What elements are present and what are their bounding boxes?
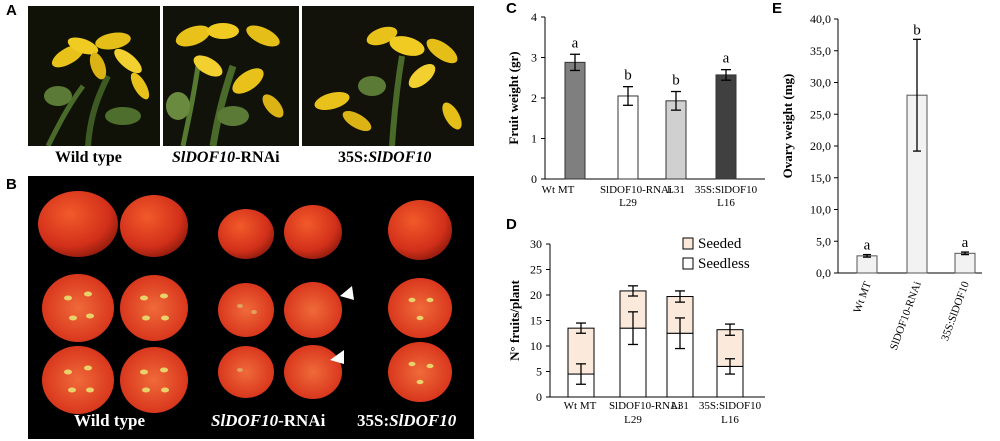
seeds	[237, 304, 257, 372]
whole-tomato	[218, 209, 274, 259]
caption-b-rnai: SlDOF10-RNAi	[211, 411, 326, 430]
y-tick-label: 35,0	[810, 44, 831, 58]
whole-tomato	[388, 200, 452, 260]
x-tick-label: L31	[671, 400, 689, 412]
y-tick-label: 30,0	[810, 76, 831, 90]
legend-label-seedless: Seedless	[698, 256, 750, 272]
y-tick-label: 1	[531, 132, 537, 146]
bar	[617, 95, 639, 180]
y-tick-label: 2	[531, 91, 537, 105]
x-tick-label: 35S:SlDOF10	[939, 279, 972, 342]
chart-fruit-weight: 0 1 2 3 4 Fruit weight (gr) a b b a Wt MT SlDOF10-R…	[506, 10, 765, 209]
panel-letter-e: E	[772, 0, 783, 17]
caption-b-wild-type: Wild type	[74, 411, 146, 430]
whole-tomato	[284, 205, 342, 259]
y-tick-label: 10	[530, 339, 542, 353]
y-tick-label: 3	[531, 51, 537, 65]
arrowhead-marker	[330, 350, 344, 364]
y-tick-label: 30	[530, 237, 542, 251]
x-tick-label: SlDOF10-RNAi	[888, 280, 924, 352]
whole-tomato	[38, 191, 118, 257]
panel-letter-c: C	[506, 0, 517, 17]
bar	[564, 61, 586, 180]
y-tick-label: 5,0	[816, 234, 831, 248]
cut-tomato	[42, 346, 114, 414]
caption-a-overexpression: 35S:SlDOF10	[338, 149, 432, 166]
x-tick-label: L31	[667, 184, 685, 196]
bar	[665, 100, 687, 180]
legend-swatch-seedless	[682, 257, 694, 270]
cut-tomato	[120, 347, 188, 413]
cut-tomato	[42, 274, 114, 342]
significance-letter: b	[913, 22, 921, 38]
seeds	[64, 291, 434, 393]
y-tick-label: 25,0	[810, 107, 831, 121]
x-tick-label: Wt MT	[542, 184, 575, 196]
significance-letter: a	[572, 35, 579, 51]
significance-letter: a	[723, 51, 730, 67]
panel-letter-a: A	[6, 2, 17, 19]
fruit-illustration	[28, 176, 474, 439]
flower-illustration	[163, 6, 299, 146]
cut-tomato	[120, 275, 188, 341]
significance-letter: b	[624, 68, 632, 84]
y-axis-title: N° fruits/plant	[507, 279, 522, 360]
y-tick-label: 0,0	[816, 266, 831, 280]
x-tick-label: SlDOF10-RNAi	[600, 184, 672, 196]
x-tick-label: SlDOF10-RNAi	[609, 400, 681, 412]
bar	[715, 74, 737, 180]
x-tick-label: L16	[717, 197, 735, 209]
photo-fruits	[28, 176, 474, 439]
photo-flowers-rnai	[163, 6, 299, 146]
y-tick-label: 0	[536, 390, 542, 404]
cut-tomato	[284, 282, 342, 338]
x-tick-label: L29	[619, 197, 637, 209]
x-tick-label: L16	[721, 414, 739, 426]
y-tick-label: 40,0	[810, 12, 831, 26]
chart-fruits-per-plant: 0 5 10 15 20 25 30 N° fruits/plant Seeded Seedles…	[507, 236, 765, 426]
y-axis-title: Fruit weight (gr)	[506, 51, 521, 144]
cut-tomato	[218, 283, 274, 337]
panel-letter-b: B	[6, 176, 17, 193]
y-tick-label: 25	[530, 263, 542, 277]
caption-a-wild-type: Wild type	[55, 149, 122, 166]
cut-tomato	[218, 346, 274, 398]
y-tick-label: 5	[536, 365, 542, 379]
x-tick-label: 35S:SlDOF10	[699, 400, 762, 412]
x-tick-label: 35S:SlDOF10	[695, 184, 758, 196]
caption-b-overexpression: 35S:SlDOF10	[357, 411, 457, 430]
chart-ovary-weight: 0,0 5,0 10,0 15,0 20,0 25,0 30,0 35,0 40,0 Ovary …	[780, 12, 982, 352]
significance-letter: a	[962, 235, 969, 251]
bar	[856, 255, 878, 274]
bar	[954, 252, 976, 274]
legend-swatch-seeded	[682, 237, 694, 250]
cut-tomato	[284, 345, 342, 399]
x-tick-label: Wt MT	[564, 400, 597, 412]
x-tick-label: L29	[624, 414, 642, 426]
arrowhead-marker	[340, 286, 354, 300]
y-tick-label: 0	[531, 172, 537, 186]
flower-illustration	[302, 6, 474, 146]
y-tick-label: 15	[530, 314, 542, 328]
x-tick-label: Wt MT	[851, 280, 874, 315]
photo-flowers-wild-type	[28, 6, 160, 146]
y-tick-label: 10,0	[810, 203, 831, 217]
flower-illustration	[28, 6, 160, 146]
whole-tomato	[120, 195, 188, 257]
cut-tomato	[388, 278, 452, 338]
significance-letter: b	[672, 73, 680, 89]
significance-letter: a	[864, 238, 871, 254]
photo-flowers-overexpression	[302, 6, 474, 146]
legend-label-seeded: Seeded	[698, 236, 742, 252]
y-tick-label: 20	[530, 288, 542, 302]
panel-letter-d: D	[506, 216, 517, 233]
cut-tomato	[388, 342, 452, 402]
y-tick-label: 15,0	[810, 171, 831, 185]
y-axis-title: Ovary weight (mg)	[780, 74, 795, 179]
caption-a-rnai: SlDOF10-RNAi	[172, 149, 280, 166]
y-tick-label: 20,0	[810, 139, 831, 153]
y-tick-label: 4	[531, 10, 537, 24]
